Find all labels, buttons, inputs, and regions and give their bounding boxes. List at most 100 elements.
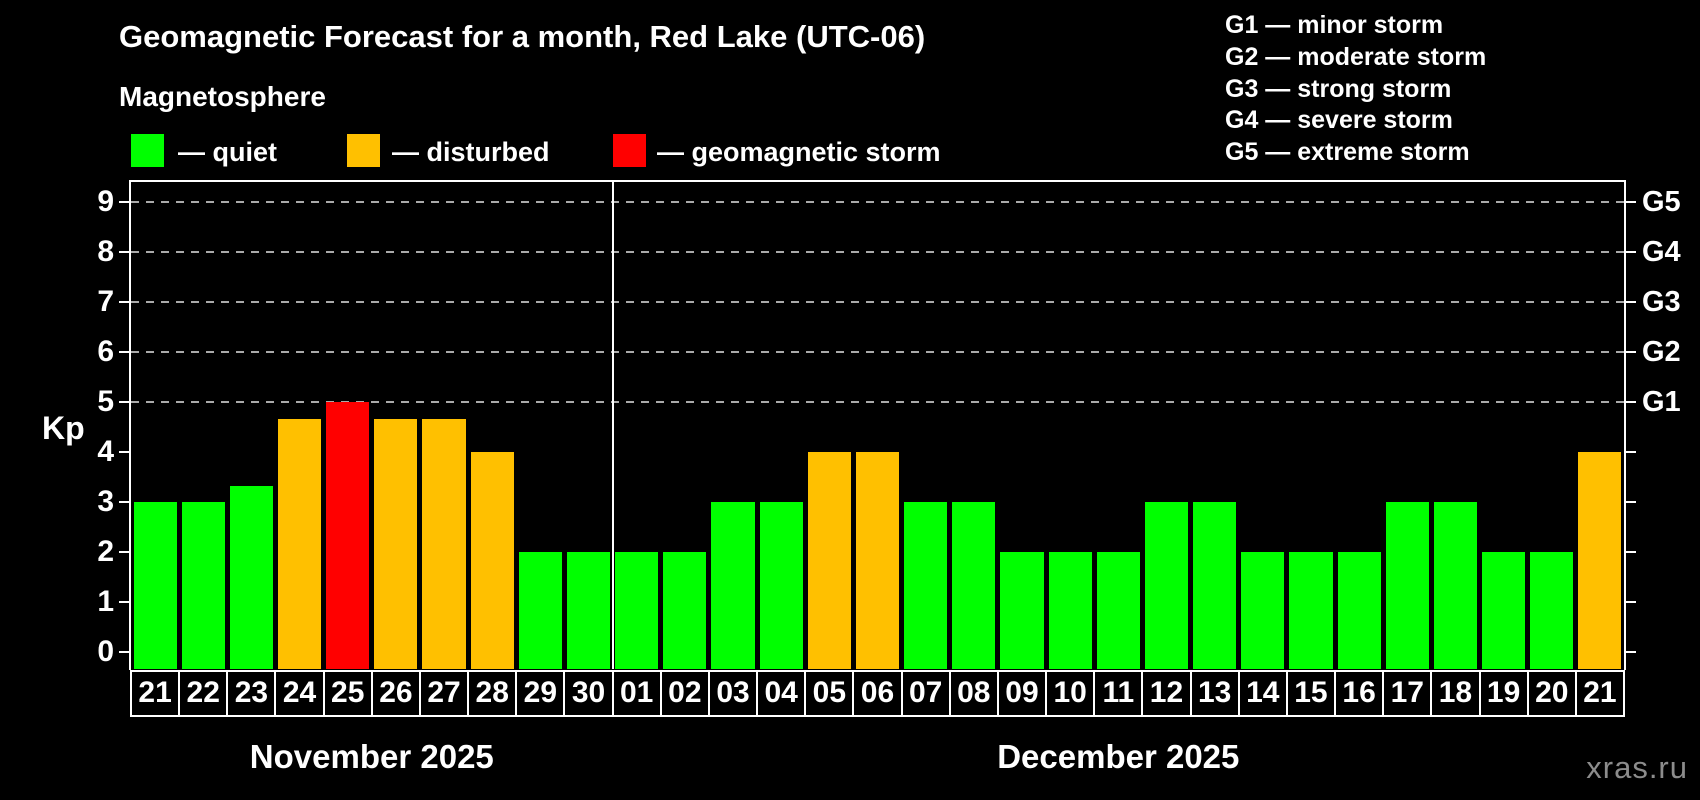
month-label-1: December 2025 (997, 738, 1240, 775)
g-axis-label-g3: G3 (1642, 286, 1681, 318)
kp-bar-18 (1000, 552, 1044, 669)
day-cell-6: 27 (418, 670, 470, 717)
y-tick-right-2 (1626, 551, 1636, 553)
day-cell-4: 25 (322, 670, 373, 717)
y-tick-right-3 (1626, 501, 1636, 503)
y-tick-left-7 (119, 301, 129, 303)
day-cell-30: 21 (1574, 670, 1625, 717)
y-tick-right-5 (1626, 401, 1636, 403)
y-tick-right-9 (1626, 201, 1636, 203)
y-axis-right (1624, 180, 1626, 670)
month-label-0: November 2025 (249, 738, 494, 775)
y-tick-label-2: 2 (97, 535, 114, 568)
day-cell-10: 01 (611, 670, 662, 717)
day-cell-5: 26 (370, 670, 421, 717)
day-cell-12: 03 (707, 670, 759, 717)
kp-bar-8 (518, 552, 562, 669)
y-tick-left-5 (119, 401, 129, 403)
gridline-kp5 (131, 401, 1624, 403)
kp-bar-19 (1048, 552, 1092, 669)
kp-bar-29 (1530, 552, 1574, 669)
kp-bar-11 (663, 552, 707, 669)
day-cell-18: 09 (996, 670, 1048, 717)
day-cell-22: 13 (1189, 670, 1240, 717)
kp-bar-2 (229, 485, 273, 669)
kp-bar-15 (855, 452, 900, 669)
g-legend-line-g4: G4 — severe storm (1225, 106, 1453, 135)
day-cell-2: 23 (226, 670, 277, 717)
day-cell-15: 06 (852, 670, 903, 717)
y-tick-left-2 (119, 551, 129, 553)
y-tick-right-6 (1626, 351, 1636, 353)
kp-bar-16 (904, 502, 948, 669)
legend-swatch-quiet-icon (131, 134, 164, 167)
kp-bar-1 (181, 502, 225, 669)
gridline-kp8 (131, 251, 1624, 253)
y-tick-label-0: 0 (97, 635, 114, 668)
y-tick-left-8 (119, 251, 129, 253)
y-tick-label-7: 7 (97, 285, 114, 318)
kp-bar-0 (133, 502, 177, 669)
y-tick-right-7 (1626, 301, 1636, 303)
day-cell-9: 30 (563, 670, 614, 717)
kp-bar-28 (1482, 552, 1526, 669)
g-scale-legend: G1 — minor storm G2 — moderate storm G3 … (1225, 10, 1486, 169)
kp-bar-13 (759, 502, 803, 669)
g-axis-label-g2: G2 (1642, 336, 1681, 368)
kp-bar-26 (1385, 502, 1429, 669)
y-axis-left (129, 180, 131, 670)
day-cell-11: 02 (659, 670, 710, 717)
g-legend-line-g1: G1 — minor storm (1225, 11, 1444, 39)
watermark: xras.ru (1586, 750, 1688, 785)
day-cell-1: 22 (178, 670, 229, 717)
y-tick-label-4: 4 (97, 435, 114, 468)
day-cell-16: 07 (900, 670, 951, 717)
plot-area (131, 182, 1624, 669)
y-tick-right-8 (1626, 251, 1636, 253)
g-axis-label-g1: G1 (1642, 386, 1681, 418)
kp-bar-14 (807, 452, 851, 669)
legend-label-disturbed: — disturbed (392, 137, 550, 167)
month-divider-0 (611, 182, 614, 669)
g-axis-label-g4: G4 (1642, 236, 1681, 268)
y-tick-left-9 (119, 201, 129, 203)
gridline-kp6 (131, 351, 1624, 353)
legend-label-quiet: — quiet (178, 137, 277, 167)
kp-bar-3 (277, 418, 322, 669)
day-cell-26: 17 (1382, 670, 1433, 717)
y-tick-left-0 (119, 651, 129, 653)
g-legend-line-g2: G2 — moderate storm (1225, 42, 1487, 71)
kp-bar-5 (374, 418, 418, 669)
y-axis-title: Kp (42, 410, 85, 446)
kp-bar-24 (1289, 552, 1333, 669)
day-cell-0: 21 (130, 670, 181, 717)
gridline-kp7 (131, 301, 1624, 303)
day-cell-13: 04 (756, 670, 807, 717)
kp-bar-20 (1096, 552, 1140, 669)
day-cell-8: 29 (515, 670, 566, 717)
kp-bar-17 (952, 502, 996, 669)
y-tick-label-8: 8 (97, 235, 114, 268)
kp-bar-9 (566, 552, 611, 669)
y-tick-right-1 (1626, 601, 1636, 603)
y-tick-label-3: 3 (97, 485, 114, 518)
y-tick-right-4 (1626, 451, 1636, 453)
day-cell-17: 08 (948, 670, 999, 717)
y-tick-label-5: 5 (97, 385, 114, 418)
y-tick-left-1 (119, 601, 129, 603)
kp-bar-22 (1193, 502, 1237, 669)
y-tick-left-3 (119, 501, 129, 503)
day-cell-24: 15 (1285, 670, 1337, 717)
page-title: Geomagnetic Forecast for a month, Red La… (119, 19, 926, 54)
g-axis-label-g5: G5 (1642, 186, 1681, 218)
day-cell-14: 05 (804, 670, 855, 717)
legend-swatch-disturbed-icon (347, 134, 380, 167)
kp-bar-23 (1241, 552, 1285, 669)
legend-swatch-storm-icon (613, 134, 646, 167)
y-tick-left-6 (119, 351, 129, 353)
day-cell-3: 24 (274, 670, 325, 717)
kp-bar-30 (1578, 452, 1622, 669)
y-tick-left-4 (119, 451, 129, 453)
plot-top-border (129, 180, 1626, 182)
